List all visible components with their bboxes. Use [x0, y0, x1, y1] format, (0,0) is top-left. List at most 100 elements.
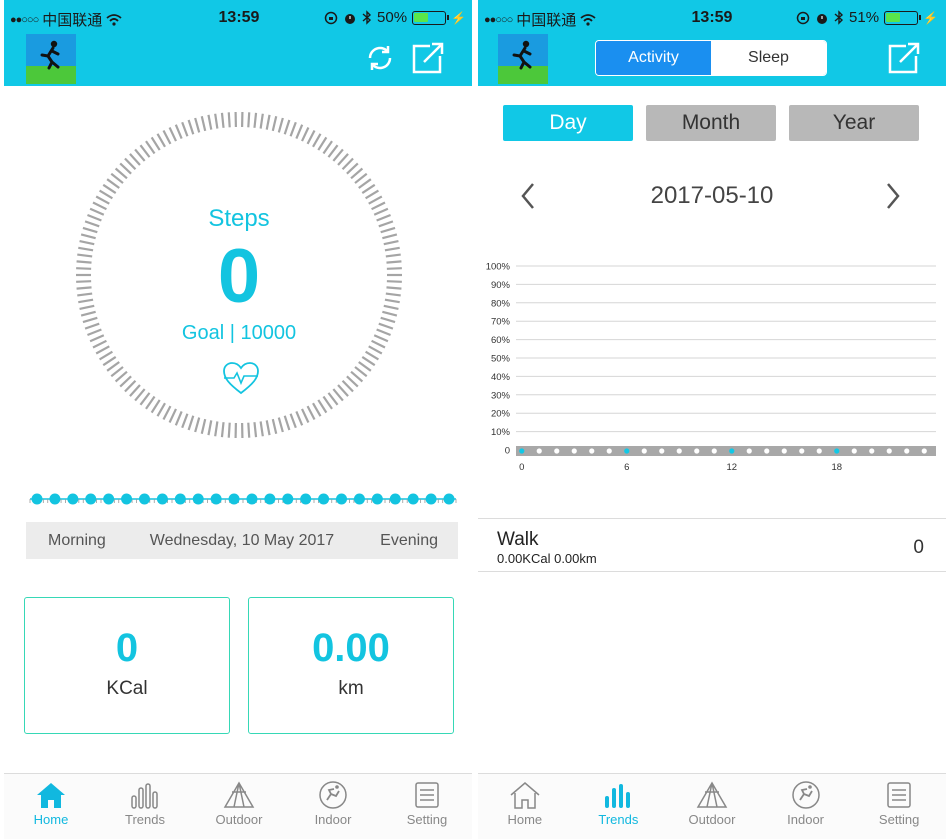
ring-tick: [200, 116, 207, 132]
ring-tick: [283, 415, 291, 431]
tab-outdoor-label: Outdoor: [688, 812, 736, 827]
ring-tick: [129, 384, 141, 397]
chevron-left-icon[interactable]: [518, 180, 538, 212]
home-icon: [510, 782, 540, 809]
tab-home-label: Home: [33, 812, 69, 827]
tab-indoor[interactable]: Indoor: [286, 774, 380, 839]
carrier-label: 中国联通: [516, 12, 577, 29]
ring-tick: [386, 280, 402, 283]
trends-screen: ●●○○○ 中国联通 13:59 51% ⚡ Activity Sleep Da…: [478, 0, 946, 839]
ring-tick: [80, 233, 96, 240]
ring-tick: [378, 322, 394, 330]
ring-tick: [384, 298, 400, 304]
walk-summary[interactable]: Walk 0.00KCal 0.00km 0: [478, 518, 946, 572]
heart-pulse-icon[interactable]: [221, 360, 261, 396]
activity-sleep-toggle: Activity Sleep: [595, 40, 827, 76]
hour-marker: [886, 448, 892, 454]
hour-marker: [641, 448, 647, 454]
range-month-button[interactable]: Month: [646, 105, 776, 141]
tab-setting[interactable]: Setting: [380, 774, 474, 839]
app-header: ●●○○○ 中国联通 13:59 51% ⚡ Activity Sleep: [478, 0, 946, 86]
day-timeline: [29, 493, 457, 505]
signal-icon: ●●○○○: [484, 13, 513, 26]
tab-home[interactable]: Home: [478, 774, 572, 839]
ring-tick: [134, 148, 146, 162]
share-icon[interactable]: [886, 40, 922, 76]
walk-count: 0: [913, 537, 924, 558]
distance-card: 0.00 km: [248, 597, 454, 734]
tab-trends[interactable]: Trends: [572, 774, 666, 839]
ring-tick: [289, 413, 297, 429]
tab-home[interactable]: Home: [4, 774, 98, 839]
timeline-dot: [443, 493, 455, 505]
ring-tick: [200, 418, 207, 434]
ring-tick: [207, 420, 213, 436]
chevron-right-icon[interactable]: [883, 180, 903, 212]
hour-marker: [606, 448, 612, 454]
tab-indoor[interactable]: Indoor: [759, 774, 853, 839]
ring-tick: [76, 280, 92, 283]
battery-icon: [412, 10, 450, 25]
ring-tick: [174, 124, 183, 139]
ring-tick: [386, 260, 402, 264]
ring-tick: [295, 411, 304, 426]
ring-tick: [301, 127, 310, 142]
ring-tick: [322, 395, 333, 410]
ring-tick: [259, 113, 264, 129]
alarm-icon: [345, 13, 356, 24]
timeline-dot: [282, 493, 294, 505]
ring-tick: [145, 395, 156, 410]
ring-tick: [385, 253, 401, 258]
y-tick-label: 10%: [491, 427, 511, 438]
status-time: 13:59: [691, 9, 733, 26]
ring-tick: [114, 370, 128, 383]
hour-marker: [764, 448, 770, 454]
ring-tick: [322, 140, 333, 155]
hour-marker: [729, 448, 735, 454]
ring-tick: [92, 339, 107, 349]
ring-tick: [382, 310, 398, 317]
tab-outdoor[interactable]: Outdoor: [665, 774, 759, 839]
ring-tick: [207, 114, 213, 130]
refresh-icon[interactable]: [362, 40, 398, 76]
hour-marker: [816, 448, 822, 454]
share-icon[interactable]: [410, 40, 446, 76]
alarm-icon: [817, 13, 828, 24]
ring-tick: [365, 189, 379, 200]
hour-marker: [624, 448, 630, 454]
timeline-dot: [49, 493, 61, 505]
bars-icon: [131, 783, 158, 809]
ring-tick: [114, 167, 128, 180]
segment-activity[interactable]: Activity: [596, 41, 711, 75]
ring-tick: [187, 119, 195, 135]
ring-tick: [145, 140, 156, 155]
timeline-dot: [103, 493, 115, 505]
range-year-button[interactable]: Year: [789, 105, 919, 141]
ring-tick: [102, 183, 117, 195]
y-tick-label: 20%: [491, 409, 511, 420]
ring-tick: [150, 136, 161, 151]
ring-tick: [332, 148, 344, 162]
ring-tick: [174, 411, 183, 426]
tab-trends[interactable]: Trends: [98, 774, 192, 839]
evening-label: Evening: [380, 532, 438, 549]
ring-tick: [376, 328, 391, 337]
ring-tick: [341, 379, 354, 393]
ring-tick: [358, 361, 372, 372]
ring-tick: [106, 361, 120, 372]
tab-outdoor-label: Outdoor: [215, 812, 263, 827]
ring-tick: [110, 172, 124, 184]
hour-marker: [536, 448, 542, 454]
tab-setting[interactable]: Setting: [852, 774, 946, 839]
tab-outdoor[interactable]: Outdoor: [192, 774, 286, 839]
kcal-value: 0: [115, 626, 139, 670]
hour-marker: [921, 448, 927, 454]
ring-tick: [214, 421, 219, 437]
ring-tick: [341, 157, 354, 171]
ring-tick: [76, 267, 92, 270]
segment-sleep[interactable]: Sleep: [711, 41, 826, 75]
timeline-dot: [407, 493, 419, 505]
ring-tick: [77, 253, 93, 258]
x-tick-label: 0: [519, 462, 524, 473]
range-day-button[interactable]: Day: [503, 105, 633, 141]
